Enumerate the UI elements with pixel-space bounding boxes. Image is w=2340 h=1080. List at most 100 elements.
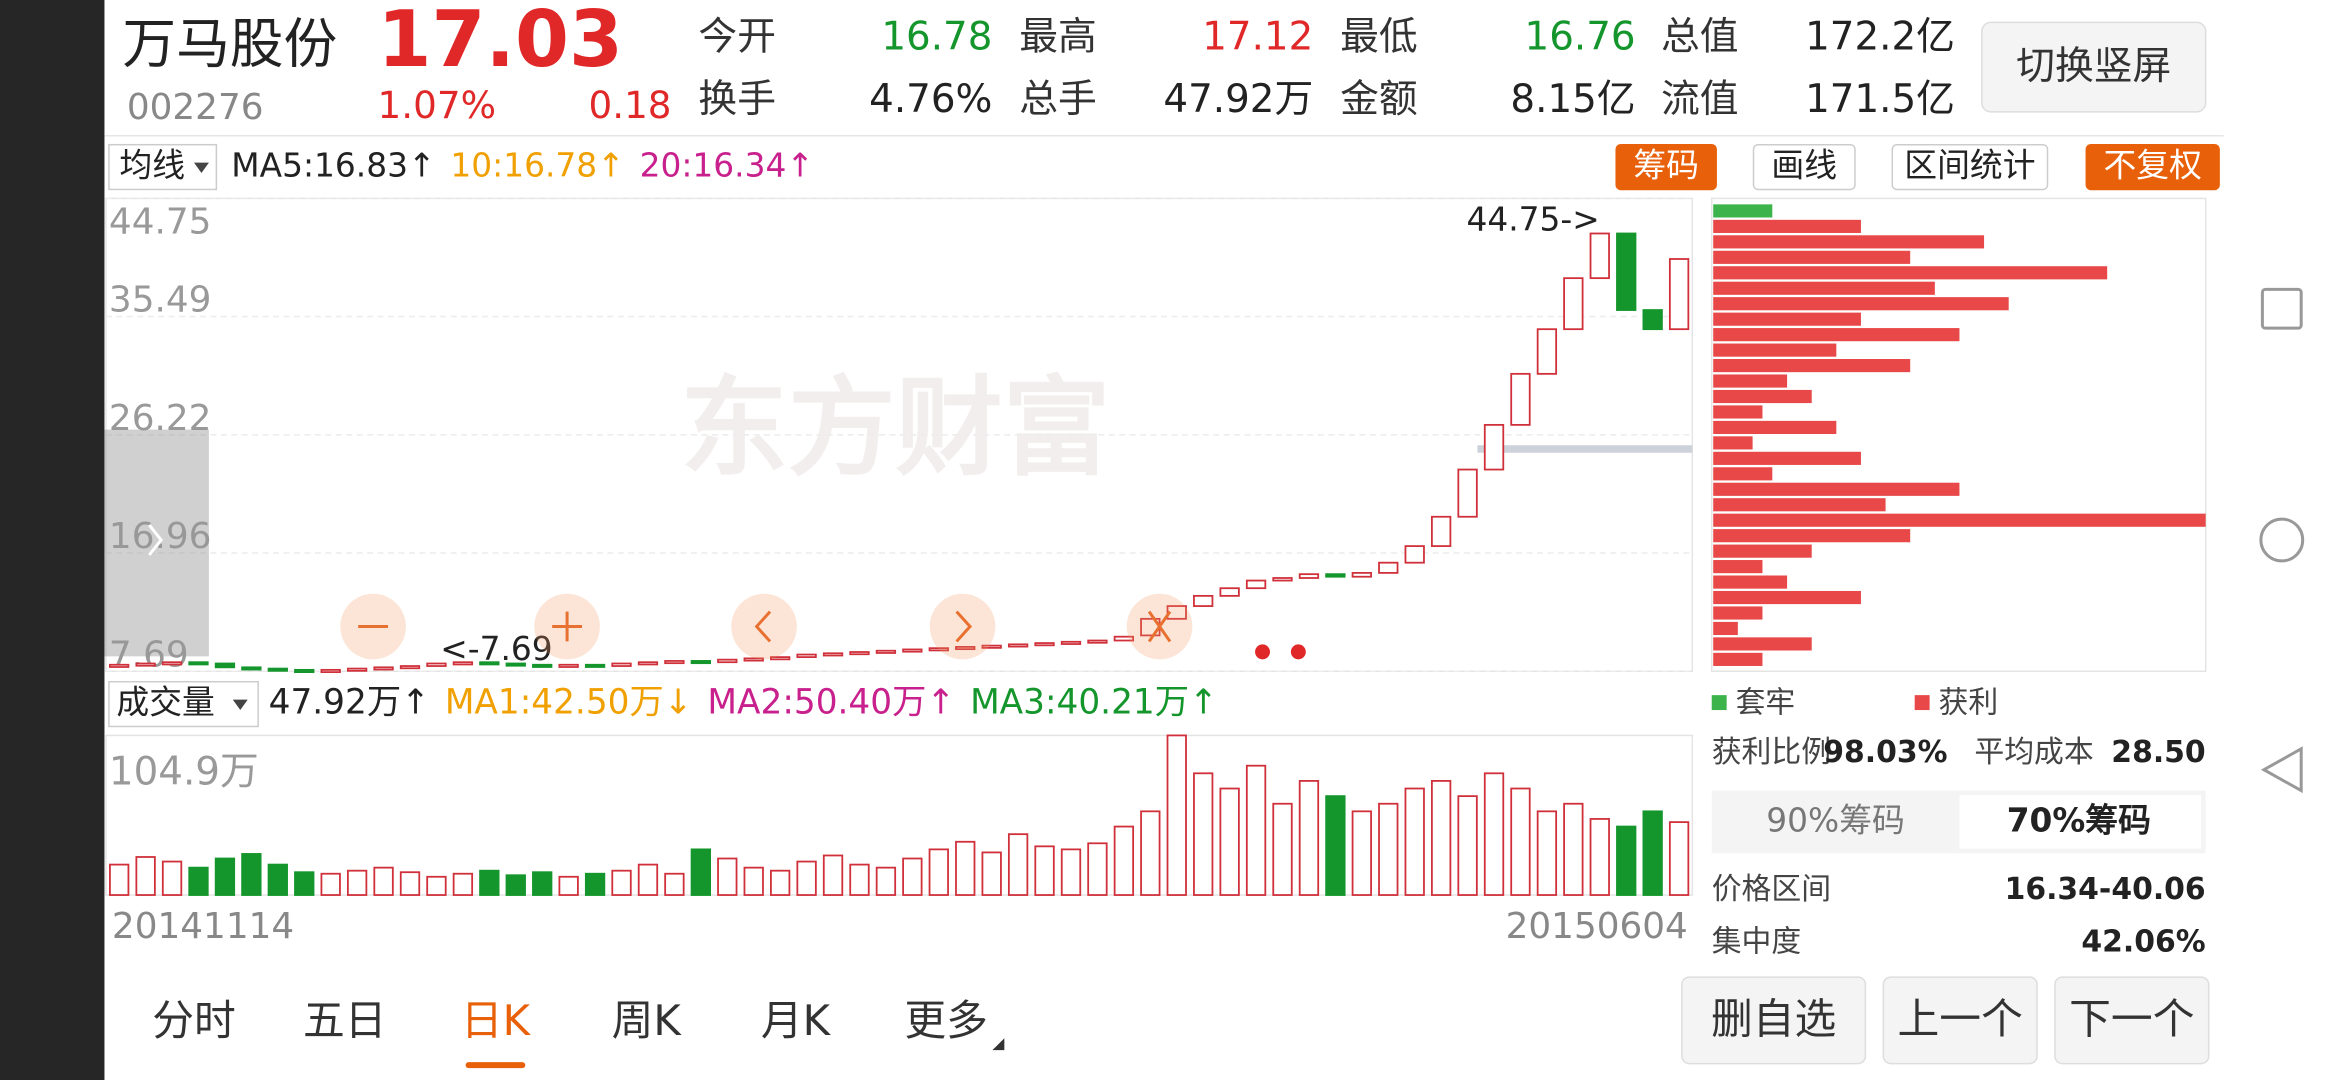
- volume-bar: [1589, 818, 1610, 896]
- tool-button[interactable]: [2085, 143, 2220, 191]
- candle: [267, 667, 288, 672]
- action-button[interactable]: [1882, 976, 2038, 1065]
- home[interactable]: [2259, 517, 2305, 563]
- chip-bar: [1713, 590, 1861, 605]
- candle: [690, 660, 711, 665]
- chip-tab[interactable]: 90%筹码: [1766, 801, 1905, 839]
- volume-bar: [1113, 825, 1135, 896]
- candle: [1245, 579, 1267, 590]
- volume-bar: [1193, 772, 1214, 896]
- tool-button[interactable]: [1891, 143, 2049, 191]
- candle: [346, 667, 368, 672]
- end-date: 20150604: [1506, 906, 1688, 947]
- volume-bar: [267, 863, 288, 896]
- volume-bar: [399, 871, 421, 896]
- candle: [1219, 587, 1240, 597]
- volume-selector[interactable]: [108, 680, 259, 728]
- quote-value: 17.12: [1202, 14, 1313, 59]
- volume-bar: [1140, 810, 1161, 896]
- legend-item: MA3:40.21万↑: [970, 683, 1218, 723]
- quote-label: 总手: [1019, 77, 1097, 122]
- volume-bar: [1457, 795, 1478, 896]
- side-handle[interactable]: [104, 429, 209, 657]
- candle: [294, 668, 315, 673]
- volume-bar: [1245, 764, 1267, 896]
- chip-bar: [1713, 343, 1837, 357]
- volume-bar: [188, 866, 209, 896]
- candle: [399, 665, 421, 670]
- volume-bar: [1668, 821, 1690, 896]
- candle: [1404, 545, 1425, 564]
- legend-item: 10:16.78↑: [450, 147, 624, 185]
- change: 0.18: [588, 83, 671, 127]
- volume-bar: [1404, 787, 1425, 896]
- volume-bar: [1166, 734, 1187, 896]
- back[interactable]: [2260, 746, 2303, 794]
- right-icon: [955, 610, 973, 643]
- quote-value: 16.78: [881, 14, 992, 59]
- volume-layer: 104.9万: [109, 734, 1690, 896]
- action-label: 删自选: [1711, 994, 1836, 1043]
- volume-bar: [770, 869, 791, 896]
- legend-item: MA2:50.40万↑: [707, 683, 955, 723]
- switch-button[interactable]: [1981, 21, 2207, 113]
- volume-bar: [1483, 772, 1505, 896]
- zoom-controls: [340, 593, 1193, 660]
- volume-bar: [875, 866, 897, 896]
- chip-bar: [1713, 575, 1788, 589]
- min-annotation: <-7.69: [440, 630, 552, 668]
- detail-label: 价格区间: [1712, 872, 1831, 907]
- volume-bar: [1325, 795, 1346, 896]
- candle: [135, 662, 156, 667]
- quote-label: 流值: [1661, 77, 1739, 122]
- action-button[interactable]: [2054, 976, 2210, 1065]
- volume-bar: [690, 848, 711, 896]
- detail-value: 42.06%: [2081, 924, 2205, 959]
- candle: [1193, 594, 1214, 607]
- candle: [1378, 561, 1399, 574]
- candle: [1351, 571, 1372, 578]
- move-left[interactable]: [731, 593, 797, 660]
- volume-bar: [1272, 802, 1293, 896]
- volume-bar: [664, 872, 685, 896]
- action-button[interactable]: [1681, 976, 1867, 1065]
- quote-value: 171.5亿: [1805, 77, 1955, 122]
- bottom-tab[interactable]: 五日: [303, 996, 387, 1045]
- chip-bar: [1713, 529, 1911, 543]
- candle: [188, 661, 209, 666]
- price: 17.03: [378, 0, 623, 85]
- volume-bar: [135, 856, 156, 896]
- candle: [1642, 309, 1663, 331]
- volume-selector-label: 成交量: [116, 684, 214, 722]
- more-icon: [992, 1038, 1005, 1051]
- volume-bar: [373, 866, 394, 896]
- volume-bar: [849, 863, 870, 896]
- tool-button[interactable]: [1752, 143, 1856, 191]
- volume-bar: [346, 869, 368, 896]
- chip-tab-selected[interactable]: [1959, 795, 2202, 849]
- bottom-tab[interactable]: 分时: [152, 996, 236, 1045]
- legend-item: 20:16.34↑: [640, 147, 814, 185]
- tool-button[interactable]: [1615, 143, 1717, 191]
- bottom-tab[interactable]: 月K: [761, 996, 832, 1045]
- chevron: [148, 524, 164, 556]
- bottom-tab[interactable]: 周K: [612, 996, 683, 1045]
- page-dot: [1255, 644, 1270, 660]
- chip-bar: [1713, 560, 1763, 574]
- chip-bar: [1713, 405, 1763, 419]
- candle: [1113, 635, 1135, 642]
- chip-tab[interactable]: 70%筹码: [2007, 801, 2151, 839]
- candle: [928, 647, 949, 652]
- chips-frame: [1710, 197, 2207, 673]
- left-icon: [754, 610, 772, 643]
- candle: [1536, 328, 1558, 375]
- volume-bar: [1060, 848, 1082, 896]
- chip-bar: [1713, 436, 1753, 450]
- move-right[interactable]: [929, 593, 996, 660]
- candle: [717, 658, 738, 664]
- bottom-tab[interactable]: 更多: [904, 996, 988, 1045]
- chip-bar: [1713, 297, 2009, 311]
- recent-apps[interactable]: [2260, 287, 2303, 330]
- bottom-tab[interactable]: 日K: [461, 996, 532, 1045]
